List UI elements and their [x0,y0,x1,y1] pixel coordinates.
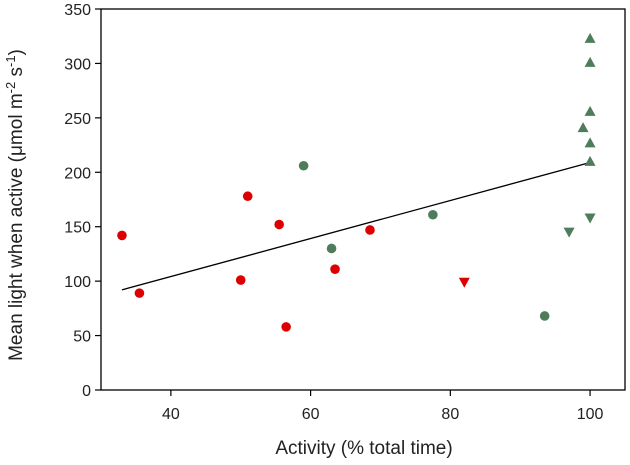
axes: 0 50 100 150 200 250 300 350 40 60 80 100 [64,2,626,423]
red-circles-point [281,322,291,332]
green-triangles-up-point [577,122,589,133]
x-tick-label: 80 [441,406,459,423]
x-axis-title: Activity (% total time) [275,438,452,459]
y-tick-label: 0 [82,383,91,400]
red-circles-point [330,264,340,274]
y-axis-title-exp2: -1 [3,55,18,67]
green-triangles-up-point [584,137,596,148]
y-tick-label: 200 [64,165,91,182]
red-circles-point [365,225,375,235]
red-circles-point [117,230,127,241]
plot-frame [100,8,626,391]
data-points [117,32,596,332]
red-circles-point [274,219,284,230]
trendline-group [121,161,591,291]
green-circles-point [326,243,337,254]
green-triangles-up-point [584,105,596,116]
y-axis-title-main: Mean light when active (μmol m [6,93,27,361]
green-circles-point [539,311,550,321]
y-tick-label: 300 [64,56,91,73]
y-axis-title-exp1: -2 [3,82,18,94]
red-triangles-down-point [458,277,470,288]
x-tick-label: 100 [577,406,604,423]
y-tick-label: 100 [64,274,91,291]
x-tick-label: 40 [162,406,180,423]
green-triangles-up-point [584,32,596,43]
y-tick-label: 150 [64,220,91,237]
y-axis-title-end: ) [6,49,27,55]
green-triangles-down-point [584,213,596,224]
trendline [121,161,591,291]
y-tick-label: 250 [64,111,91,128]
red-circles-point [134,288,145,298]
red-circles-point [235,275,246,285]
y-tick-label: 350 [64,2,91,19]
green-triangles-up-point [584,56,596,67]
y-axis-title: Mean light when active (μmol m-2 s-1) [3,49,27,361]
green-circles-point [428,209,438,220]
green-circles-point [298,160,309,171]
x-tick-label: 60 [302,406,320,423]
y-axis-title-mid: s [6,67,27,82]
green-triangles-up-point [584,155,596,166]
green-triangles-down-point [563,227,575,238]
red-circles-point [242,191,253,202]
y-tick-label: 50 [73,329,91,346]
